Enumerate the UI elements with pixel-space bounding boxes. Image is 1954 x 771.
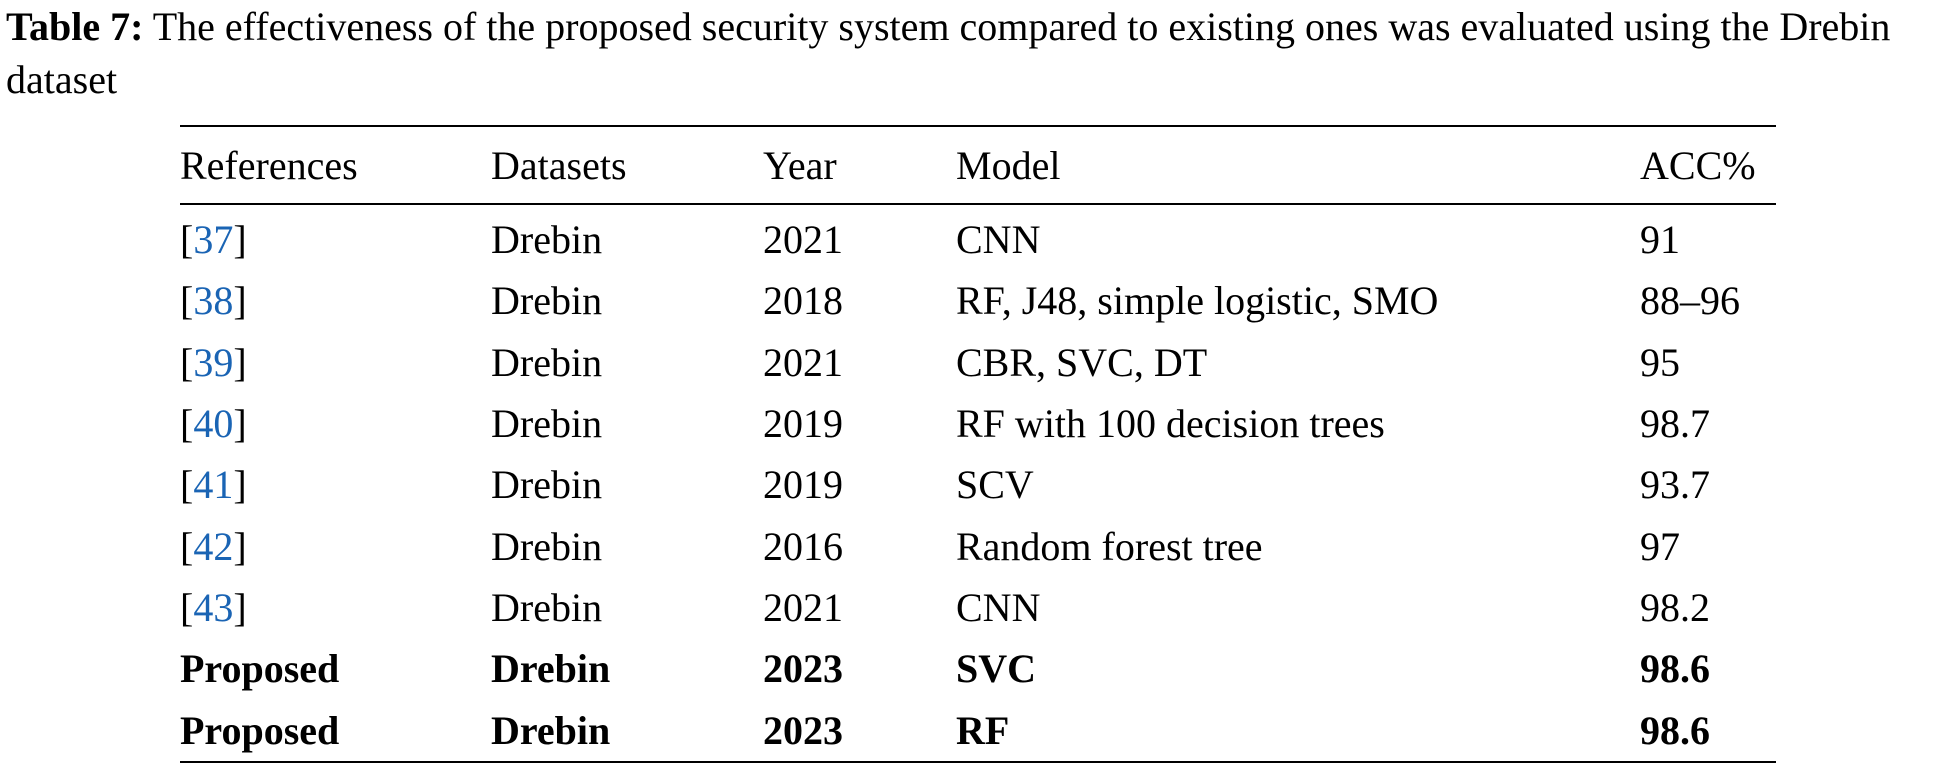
reference-cell: [42] xyxy=(180,523,247,569)
reference-cell: [37] xyxy=(180,217,247,263)
dataset-cell: Drebin xyxy=(491,646,611,692)
year-cell: 2018 xyxy=(763,278,843,324)
acc-cell: 98.7 xyxy=(1640,401,1710,447)
reference-link[interactable]: 37 xyxy=(193,217,234,263)
caption-label: Table 7: xyxy=(6,4,144,49)
acc-cell: 98.2 xyxy=(1640,584,1710,630)
model-cell: RF, J48, simple logistic, SMO xyxy=(956,278,1439,324)
reference-link[interactable]: 41 xyxy=(193,462,234,508)
reference-link[interactable]: 42 xyxy=(193,523,234,569)
reference-link[interactable]: 43 xyxy=(193,584,234,630)
comparison-table: References Datasets Year Model ACC% [37]… xyxy=(180,125,1776,763)
reference-cell: Proposed xyxy=(180,646,340,692)
proposed-row: Proposed Drebin 2023 SVC 98.6 xyxy=(180,638,1776,699)
model-cell: RF with 100 decision trees xyxy=(956,401,1385,447)
year-cell: 2023 xyxy=(763,646,843,692)
year-cell: 2021 xyxy=(763,584,843,630)
header-references: References xyxy=(180,142,358,188)
header-year: Year xyxy=(763,142,837,188)
table-row: [38] Drebin 2018 RF, J48, simple logisti… xyxy=(180,270,1776,331)
reference-cell: [40] xyxy=(180,401,247,447)
table-row: [42] Drebin 2016 Random forest tree 97 xyxy=(180,515,1776,576)
year-cell: 2021 xyxy=(763,217,843,263)
model-cell: CBR, SVC, DT xyxy=(956,339,1208,385)
table-row: [41] Drebin 2019 SCV 93.7 xyxy=(180,454,1776,515)
acc-cell: 95 xyxy=(1640,339,1680,385)
dataset-cell: Drebin xyxy=(491,401,603,447)
model-cell: SVC xyxy=(956,646,1037,692)
acc-cell: 98.6 xyxy=(1640,707,1710,753)
reference-cell: [39] xyxy=(180,339,247,385)
table-row: [43] Drebin 2021 CNN 98.2 xyxy=(180,577,1776,638)
caption-text: The effectiveness of the proposed securi… xyxy=(6,4,1891,102)
model-cell: SCV xyxy=(956,462,1034,508)
reference-cell: [43] xyxy=(180,584,247,630)
model-cell: RF xyxy=(956,707,1010,753)
dataset-cell: Drebin xyxy=(491,523,603,569)
reference-cell: [41] xyxy=(180,462,247,508)
acc-cell: 98.6 xyxy=(1640,646,1710,692)
dataset-cell: Drebin xyxy=(491,707,611,753)
dataset-cell: Drebin xyxy=(491,462,603,508)
table-row: [40] Drebin 2019 RF with 100 decision tr… xyxy=(180,393,1776,454)
proposed-row: Proposed Drebin 2023 RF 98.6 xyxy=(180,699,1776,762)
table-header-row: References Datasets Year Model ACC% xyxy=(180,126,1776,204)
model-cell: Random forest tree xyxy=(956,523,1263,569)
year-cell: 2019 xyxy=(763,462,843,508)
acc-cell: 88–96 xyxy=(1640,278,1740,324)
table-caption: Table 7: The effectiveness of the propos… xyxy=(6,0,1948,106)
model-cell: CNN xyxy=(956,584,1041,630)
comparison-table-container: References Datasets Year Model ACC% [37]… xyxy=(180,125,1776,763)
year-cell: 2016 xyxy=(763,523,843,569)
dataset-cell: Drebin xyxy=(491,217,603,263)
header-acc: ACC% xyxy=(1640,142,1756,188)
header-model: Model xyxy=(956,142,1061,188)
header-datasets: Datasets xyxy=(491,142,627,188)
table-row: [37] Drebin 2021 CNN 91 xyxy=(180,204,1776,270)
dataset-cell: Drebin xyxy=(491,278,603,324)
reference-link[interactable]: 39 xyxy=(193,339,234,385)
dataset-cell: Drebin xyxy=(491,339,603,385)
acc-cell: 93.7 xyxy=(1640,462,1710,508)
acc-cell: 91 xyxy=(1640,217,1680,263)
dataset-cell: Drebin xyxy=(491,584,603,630)
reference-cell: [38] xyxy=(180,278,247,324)
table-row: [39] Drebin 2021 CBR, SVC, DT 95 xyxy=(180,332,1776,393)
year-cell: 2023 xyxy=(763,707,843,753)
year-cell: 2019 xyxy=(763,401,843,447)
reference-link[interactable]: 40 xyxy=(193,401,234,447)
acc-cell: 97 xyxy=(1640,523,1680,569)
year-cell: 2021 xyxy=(763,339,843,385)
model-cell: CNN xyxy=(956,217,1041,263)
reference-cell: Proposed xyxy=(180,707,340,753)
reference-link[interactable]: 38 xyxy=(193,278,234,324)
